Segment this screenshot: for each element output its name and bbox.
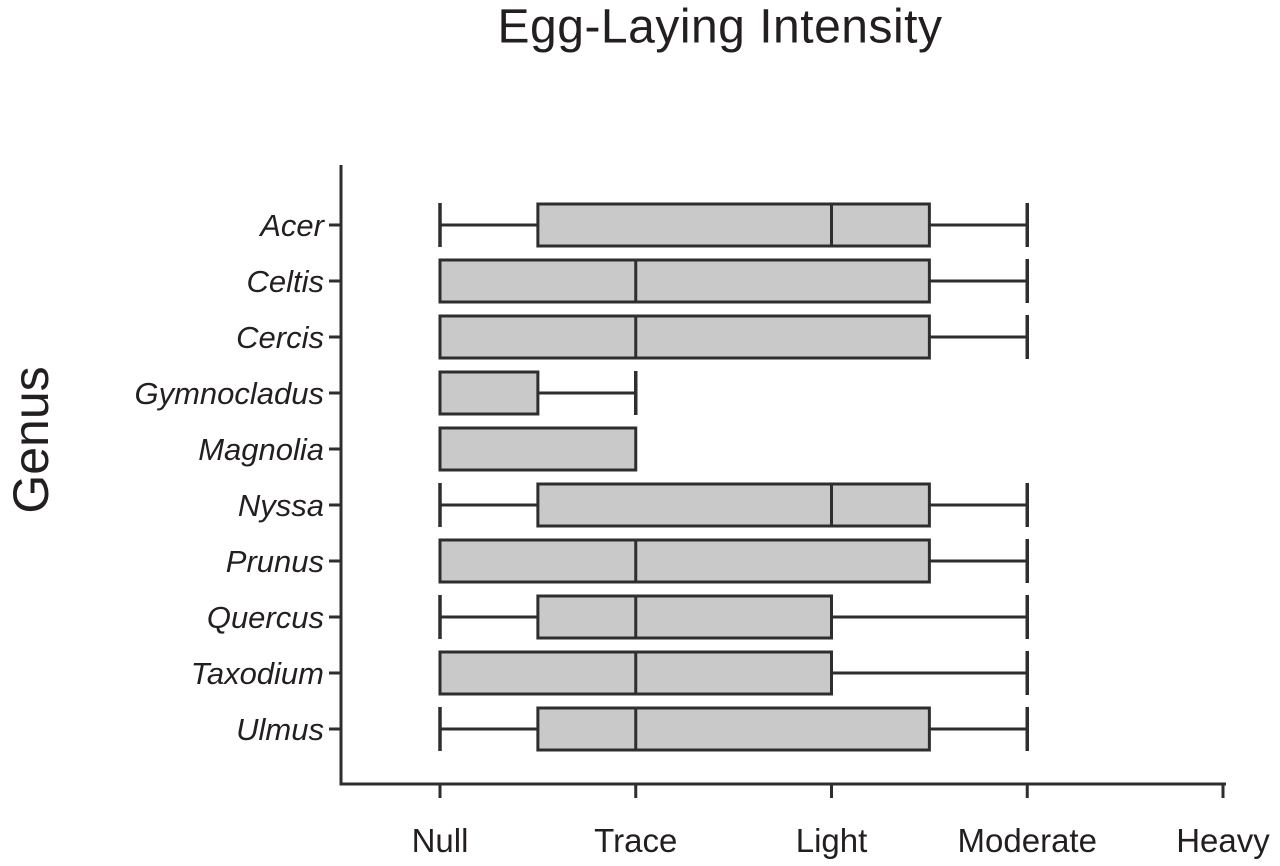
box-magnolia	[438, 426, 638, 472]
box-ulmus	[536, 706, 931, 752]
box-prunus	[438, 538, 931, 584]
y-tick-label-acer: Acer	[258, 208, 325, 243]
x-tick-label-heavy: Heavy	[1176, 822, 1270, 859]
y-tick-label-cercis: Cercis	[236, 320, 324, 355]
box-celtis	[438, 258, 931, 304]
x-tick-label-light: Light	[796, 822, 868, 859]
chart-title: Egg-Laying Intensity	[497, 0, 943, 54]
y-tick-label-magnolia: Magnolia	[198, 432, 324, 467]
x-tick-label-moderate: Moderate	[958, 822, 1097, 859]
y-tick-label-taxodium: Taxodium	[191, 656, 324, 691]
box-acer	[536, 202, 931, 248]
box-cercis	[438, 314, 931, 360]
y-tick-label-nyssa: Nyssa	[238, 488, 324, 523]
x-tick-label-trace: Trace	[594, 822, 677, 859]
y-tick-label-celtis: Celtis	[246, 264, 324, 299]
box-quercus	[536, 594, 833, 640]
box-gymnocladus	[438, 370, 540, 416]
y-tick-label-ulmus: Ulmus	[236, 712, 324, 747]
box-nyssa	[536, 482, 931, 528]
y-tick-label-gymnocladus: Gymnocladus	[134, 376, 324, 411]
y-tick-label-quercus: Quercus	[207, 600, 324, 635]
y-tick-label-prunus: Prunus	[226, 544, 324, 579]
x-tick-label-null: Null	[412, 822, 469, 859]
